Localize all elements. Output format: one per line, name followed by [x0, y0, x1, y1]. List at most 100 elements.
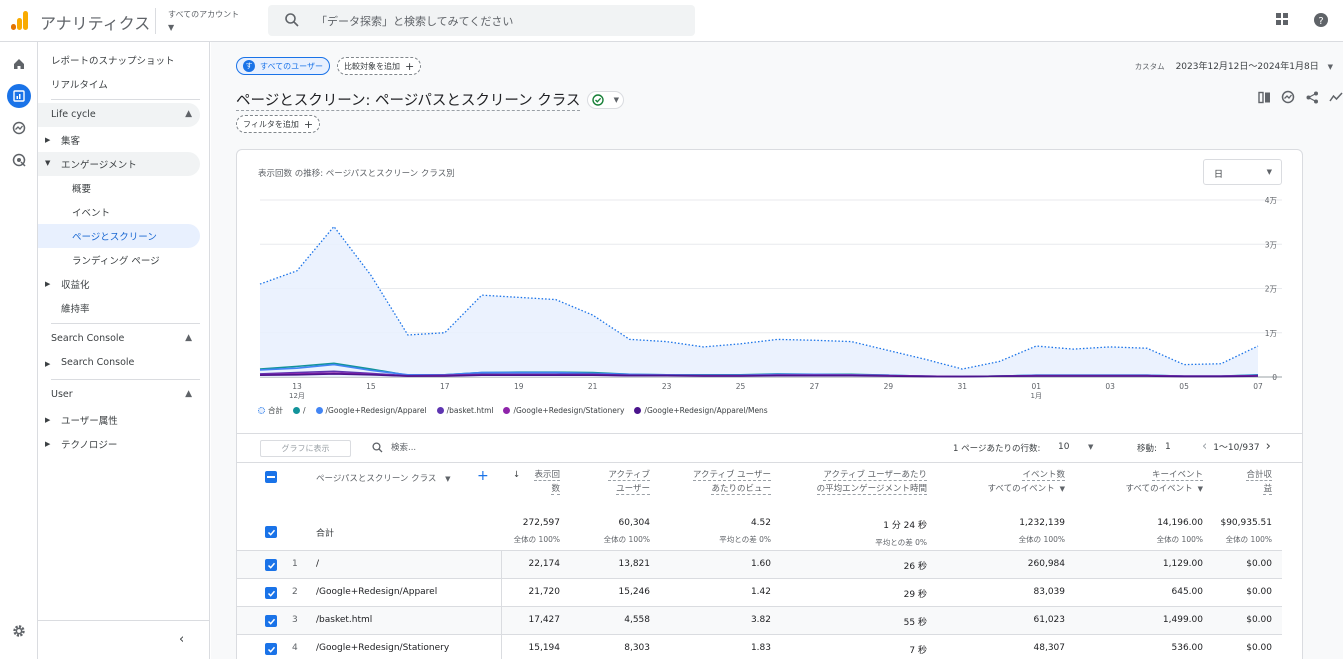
caret-down-icon: ▼ [1266, 168, 1272, 176]
row-checkbox[interactable] [265, 643, 277, 655]
legend-item[interactable]: /Google+Redesign/Apparel/Mens [634, 405, 768, 416]
expand-triangle-icon[interactable]: ▶ [45, 440, 51, 448]
table-search-placeholder: 検索... [391, 443, 417, 453]
apps-grid-icon[interactable] [1275, 12, 1289, 31]
nav-sub-events[interactable]: イベント [72, 208, 111, 219]
row-page-path[interactable]: / [316, 559, 320, 569]
cell-key: 645.00 [1171, 587, 1204, 597]
add-filter-button[interactable]: フィルタを追加 + [236, 115, 321, 133]
report-status-button[interactable]: ▼ [587, 91, 624, 109]
header-key-line2[interactable]: すべてのイベント [1125, 484, 1193, 494]
expand-triangle-icon[interactable]: ▶ [45, 360, 51, 368]
advertising-icon[interactable] [7, 148, 31, 172]
cell-key: 1,129.00 [1162, 559, 1203, 569]
row-page-path[interactable]: /basket.html [316, 615, 373, 625]
help-icon[interactable]: ? [1313, 12, 1329, 31]
add-dimension-plus-icon[interactable]: + [477, 468, 489, 484]
nav-item-snapshot[interactable]: レポートのスナップショット [51, 56, 175, 67]
settings-gear-icon[interactable] [7, 619, 31, 643]
caret-down-icon[interactable]: ▼ [1059, 485, 1065, 493]
user-segment-chip[interactable]: す すべてのユーザー [236, 57, 330, 75]
nav-item-technology[interactable]: テクノロジー [61, 440, 118, 451]
nav-item-acquisition[interactable]: 集客 [61, 136, 81, 147]
customize-report-icon[interactable] [1257, 90, 1271, 104]
header-engagement-time[interactable]: アクティブ ユーザーあたり の平均エンゲージメント時間 [777, 468, 927, 496]
header-rev-line1: 合計収 [1246, 470, 1272, 481]
header-time-line1: アクティブ ユーザーあたり [823, 470, 927, 481]
header-vpu-line2: あたりのビュー [711, 484, 771, 495]
row-page-path[interactable]: /Google+Redesign/Apparel [316, 587, 438, 597]
legend-item[interactable]: / [293, 405, 306, 416]
nav-sub-landing[interactable]: ランディング ページ [72, 256, 160, 267]
collapse-nav-chevron-icon[interactable]: ‹ [179, 632, 185, 647]
legend-item[interactable]: /Google+Redesign/Apparel [315, 405, 427, 416]
dimension-header[interactable]: ページパスとスクリーン クラス ▼ [316, 472, 451, 484]
row-checkbox[interactable] [265, 559, 277, 571]
insights-icon[interactable] [1281, 90, 1295, 104]
table-row[interactable]: 4/Google+Redesign/Stationery 15,194 8,303 1… [237, 635, 1282, 659]
chevron-up-icon[interactable]: ▲ [185, 389, 192, 399]
header-event-count[interactable]: イベント数 すべてのイベント ▼ [937, 468, 1065, 496]
nav-item-demographics[interactable]: ユーザー属性 [61, 416, 118, 427]
nav-item-retention[interactable]: 維持率 [61, 304, 90, 315]
header-views[interactable]: ↓ 表示回 数 [505, 468, 560, 496]
row-checkbox[interactable] [265, 615, 277, 627]
totals-checkbox[interactable] [265, 526, 277, 538]
header-active-users[interactable]: アクティブ ユーザー [567, 468, 650, 496]
cell-time: 55 秒 [903, 618, 927, 628]
nav-item-realtime[interactable]: リアルタイム [51, 80, 108, 91]
table-row[interactable]: 2/Google+Redesign/Apparel 21,720 15,246 1.4… [237, 579, 1282, 607]
header-key-events[interactable]: キーイベント すべてのイベント ▼ [1075, 468, 1203, 496]
goto-page-input[interactable]: 1 [1165, 442, 1171, 452]
row-checkbox[interactable] [265, 587, 277, 599]
collapse-triangle-icon[interactable]: ▼ [45, 159, 51, 167]
trend-icon[interactable] [1329, 90, 1343, 104]
table-search[interactable]: 検索... [372, 441, 416, 453]
nav-section-search-console[interactable]: Search Console ▲ [38, 327, 200, 351]
legend-swatch-icon [315, 407, 323, 414]
expand-triangle-icon[interactable]: ▶ [45, 280, 51, 288]
analytics-logo[interactable] [10, 10, 30, 30]
chevron-up-icon[interactable]: ▲ [185, 109, 192, 119]
nav-item-monetization[interactable]: 収益化 [61, 280, 90, 291]
nav-section-lifecycle[interactable] [38, 103, 200, 127]
caret-down-icon[interactable]: ▼ [1088, 443, 1094, 451]
rows-per-page-label: 1 ページあたりの行数: [953, 444, 1041, 454]
y-tick-label: 0 [1272, 373, 1277, 382]
rows-per-page-select[interactable]: 10 [1058, 442, 1070, 452]
reports-icon[interactable] [7, 84, 31, 108]
header-events-line2[interactable]: すべてのイベント [987, 484, 1055, 494]
granularity-dropdown[interactable]: 日 ▼ [1203, 159, 1282, 185]
nav-sub-overview[interactable]: 概要 [72, 184, 92, 195]
prev-page-chevron-icon[interactable]: ‹ [1202, 439, 1208, 454]
chevron-up-icon[interactable]: ▲ [185, 333, 192, 343]
legend-item[interactable]: 合計 [258, 405, 283, 416]
table-row[interactable]: 1 / 22,174 13,821 1.60 26 秒 260,984 1,129.00 $0.… [237, 551, 1282, 579]
next-page-chevron-icon[interactable]: › [1265, 439, 1271, 454]
nav-item-engagement[interactable]: エンゲージメント [61, 160, 137, 171]
add-comparison-button[interactable]: 比較対象を追加 + [337, 57, 422, 75]
header-revenue[interactable]: 合計収 益 [1212, 468, 1272, 496]
account-selector[interactable]: すべてのアカウント ▼ [168, 9, 239, 32]
row-page-path[interactable]: /Google+Redesign/Stationery [316, 643, 450, 653]
home-icon[interactable] [7, 52, 31, 76]
legend-item[interactable]: /Google+Redesign/Stationery [503, 405, 624, 416]
nav-item-search-console[interactable]: Search Console [61, 357, 135, 368]
search-bar[interactable]: 「データ探索」と検索してみてください [268, 5, 695, 36]
nav-section-user[interactable]: User ▲ [38, 383, 200, 407]
plot-rows-button[interactable]: グラフに表示 [260, 440, 351, 457]
caret-down-icon[interactable]: ▼ [1197, 485, 1203, 493]
explore-icon[interactable] [7, 116, 31, 140]
select-all-checkbox[interactable] [265, 471, 277, 483]
table-row[interactable]: 3/basket.html 17,427 4,558 3.82 55 秒 61,023 1,… [237, 607, 1282, 635]
cell-events: 48,307 [1033, 643, 1066, 653]
share-icon[interactable] [1305, 90, 1319, 104]
expand-triangle-icon[interactable]: ▶ [45, 416, 51, 424]
nav-sub-pages-screens[interactable]: ページとスクリーン [72, 232, 157, 243]
header-views-per-user[interactable]: アクティブ ユーザー あたりのビュー [657, 468, 771, 496]
date-range-picker[interactable]: カスタム 2023年12月12日～2024年1月8日 ▼ [1135, 59, 1333, 72]
legend-item[interactable]: /basket.html [436, 405, 493, 416]
nav-section-user-label: User [51, 389, 73, 400]
expand-triangle-icon[interactable]: ▶ [45, 136, 51, 144]
